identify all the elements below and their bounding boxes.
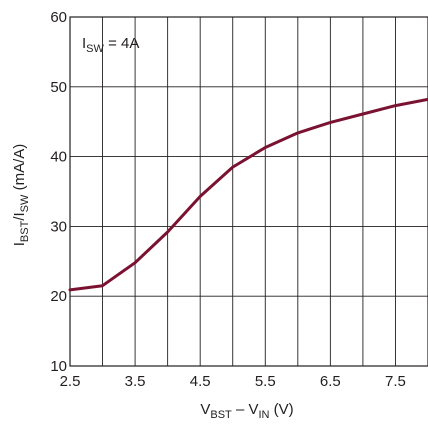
- y-tick-label: 40: [50, 149, 67, 166]
- x-tick-label: 4.5: [190, 373, 211, 390]
- grid: [69, 16, 428, 367]
- plot-frame: [69, 16, 428, 367]
- x-axis-label-p2: – V: [232, 401, 259, 418]
- annotation-rest: = 4A: [104, 35, 139, 52]
- y-tick-label: 30: [50, 218, 67, 235]
- y-tick-label: 50: [50, 79, 67, 96]
- x-axis-label-p3: (V): [269, 401, 293, 418]
- x-axis-label: VBST – VIN (V): [200, 401, 293, 421]
- y-axis-label-s2: SW: [19, 194, 31, 212]
- series: [68, 97, 428, 292]
- x-tick-labels: 2.5 3.5 4.5 5.5 6.5 7.5: [60, 373, 406, 390]
- annotation-sub: SW: [86, 43, 104, 55]
- annotation: ISW = 4A: [82, 35, 139, 55]
- y-axis-label-s1: BST: [19, 220, 31, 242]
- y-axis-label-p3: (mA/A): [11, 144, 28, 195]
- x-tick-label: 5.5: [255, 373, 276, 390]
- x-tick-label: 6.5: [320, 373, 341, 390]
- y-tick-label: 20: [50, 288, 67, 305]
- y-tick-label: 10: [50, 358, 67, 375]
- y-tick-label: 60: [50, 9, 67, 26]
- y-axis-label-p1: I: [11, 242, 28, 246]
- y-axis-label-p2: /I: [11, 212, 28, 220]
- y-axis-label: IBST/ISW (mA/A): [11, 144, 31, 247]
- x-tick-label: 2.5: [60, 373, 81, 390]
- x-axis-label-s1: BST: [210, 409, 232, 421]
- x-axis-label-s2: IN: [258, 409, 269, 421]
- x-tick-label: 3.5: [125, 373, 146, 390]
- series-line: [68, 97, 428, 292]
- y-tick-labels: 10 20 30 40 50 60: [50, 9, 67, 375]
- x-tick-label: 7.5: [385, 373, 406, 390]
- x-axis-label-p1: V: [200, 401, 210, 418]
- annotation-main: I: [82, 35, 86, 52]
